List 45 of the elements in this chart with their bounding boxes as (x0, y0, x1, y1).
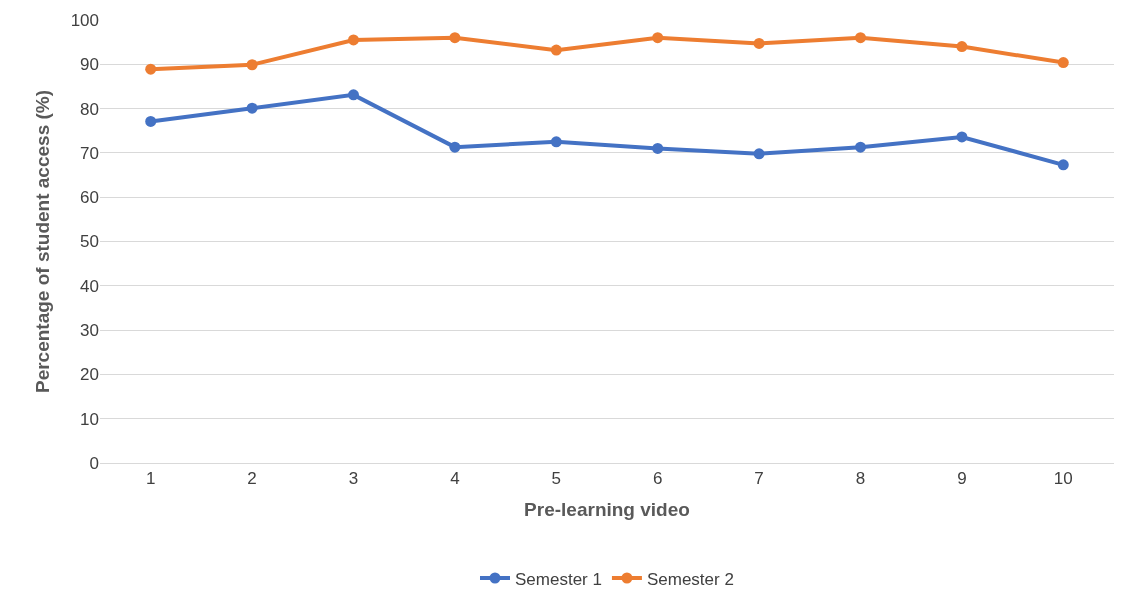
point (246, 102, 258, 114)
point (1057, 159, 1069, 171)
y-axis-title: Percentage of student access (%) (32, 89, 54, 394)
x-axis-title: Pre-learning video (524, 499, 690, 521)
y-tick-label: 90 (80, 55, 99, 75)
y-tick-label: 40 (80, 276, 99, 296)
point (855, 141, 866, 153)
point (145, 115, 157, 127)
y-tick-label: 100 (70, 10, 99, 30)
y-tick-label: 70 (80, 143, 99, 163)
x-tick-label: 9 (957, 469, 967, 489)
point (753, 37, 765, 49)
x-tick-label: 3 (348, 469, 359, 489)
point (348, 34, 359, 46)
point (348, 89, 359, 101)
y-tick-label: 10 (80, 409, 99, 429)
point (449, 32, 461, 44)
x-tick-label: 8 (855, 469, 866, 489)
point (652, 142, 664, 154)
x-tick-label: 5 (551, 469, 562, 489)
point (855, 32, 866, 44)
point (956, 41, 968, 53)
x-tick-label: 10 (1053, 469, 1073, 489)
x-tick-label: 2 (247, 469, 257, 489)
point (145, 63, 157, 75)
x-tick-label: 4 (450, 469, 460, 489)
point (753, 148, 765, 160)
point (652, 32, 664, 44)
y-tick-label: 60 (80, 188, 99, 208)
point (956, 131, 968, 143)
y-tick-label: 20 (80, 365, 99, 385)
y-tick-label: 30 (80, 321, 99, 341)
point (550, 44, 562, 56)
legend-label: Semester 2 (646, 569, 734, 589)
legend-label: Semester 1 (515, 569, 602, 589)
x-tick-label: 1 (145, 469, 156, 489)
y-tick-label: 80 (80, 99, 99, 119)
point (550, 136, 562, 148)
point (1057, 57, 1069, 69)
point (449, 141, 461, 153)
y-tick-label: 0 (89, 453, 99, 473)
x-tick-label: 6 (652, 469, 663, 489)
y-tick-label: 50 (80, 232, 99, 252)
x-tick-label: 7 (754, 469, 764, 489)
point (246, 59, 258, 71)
